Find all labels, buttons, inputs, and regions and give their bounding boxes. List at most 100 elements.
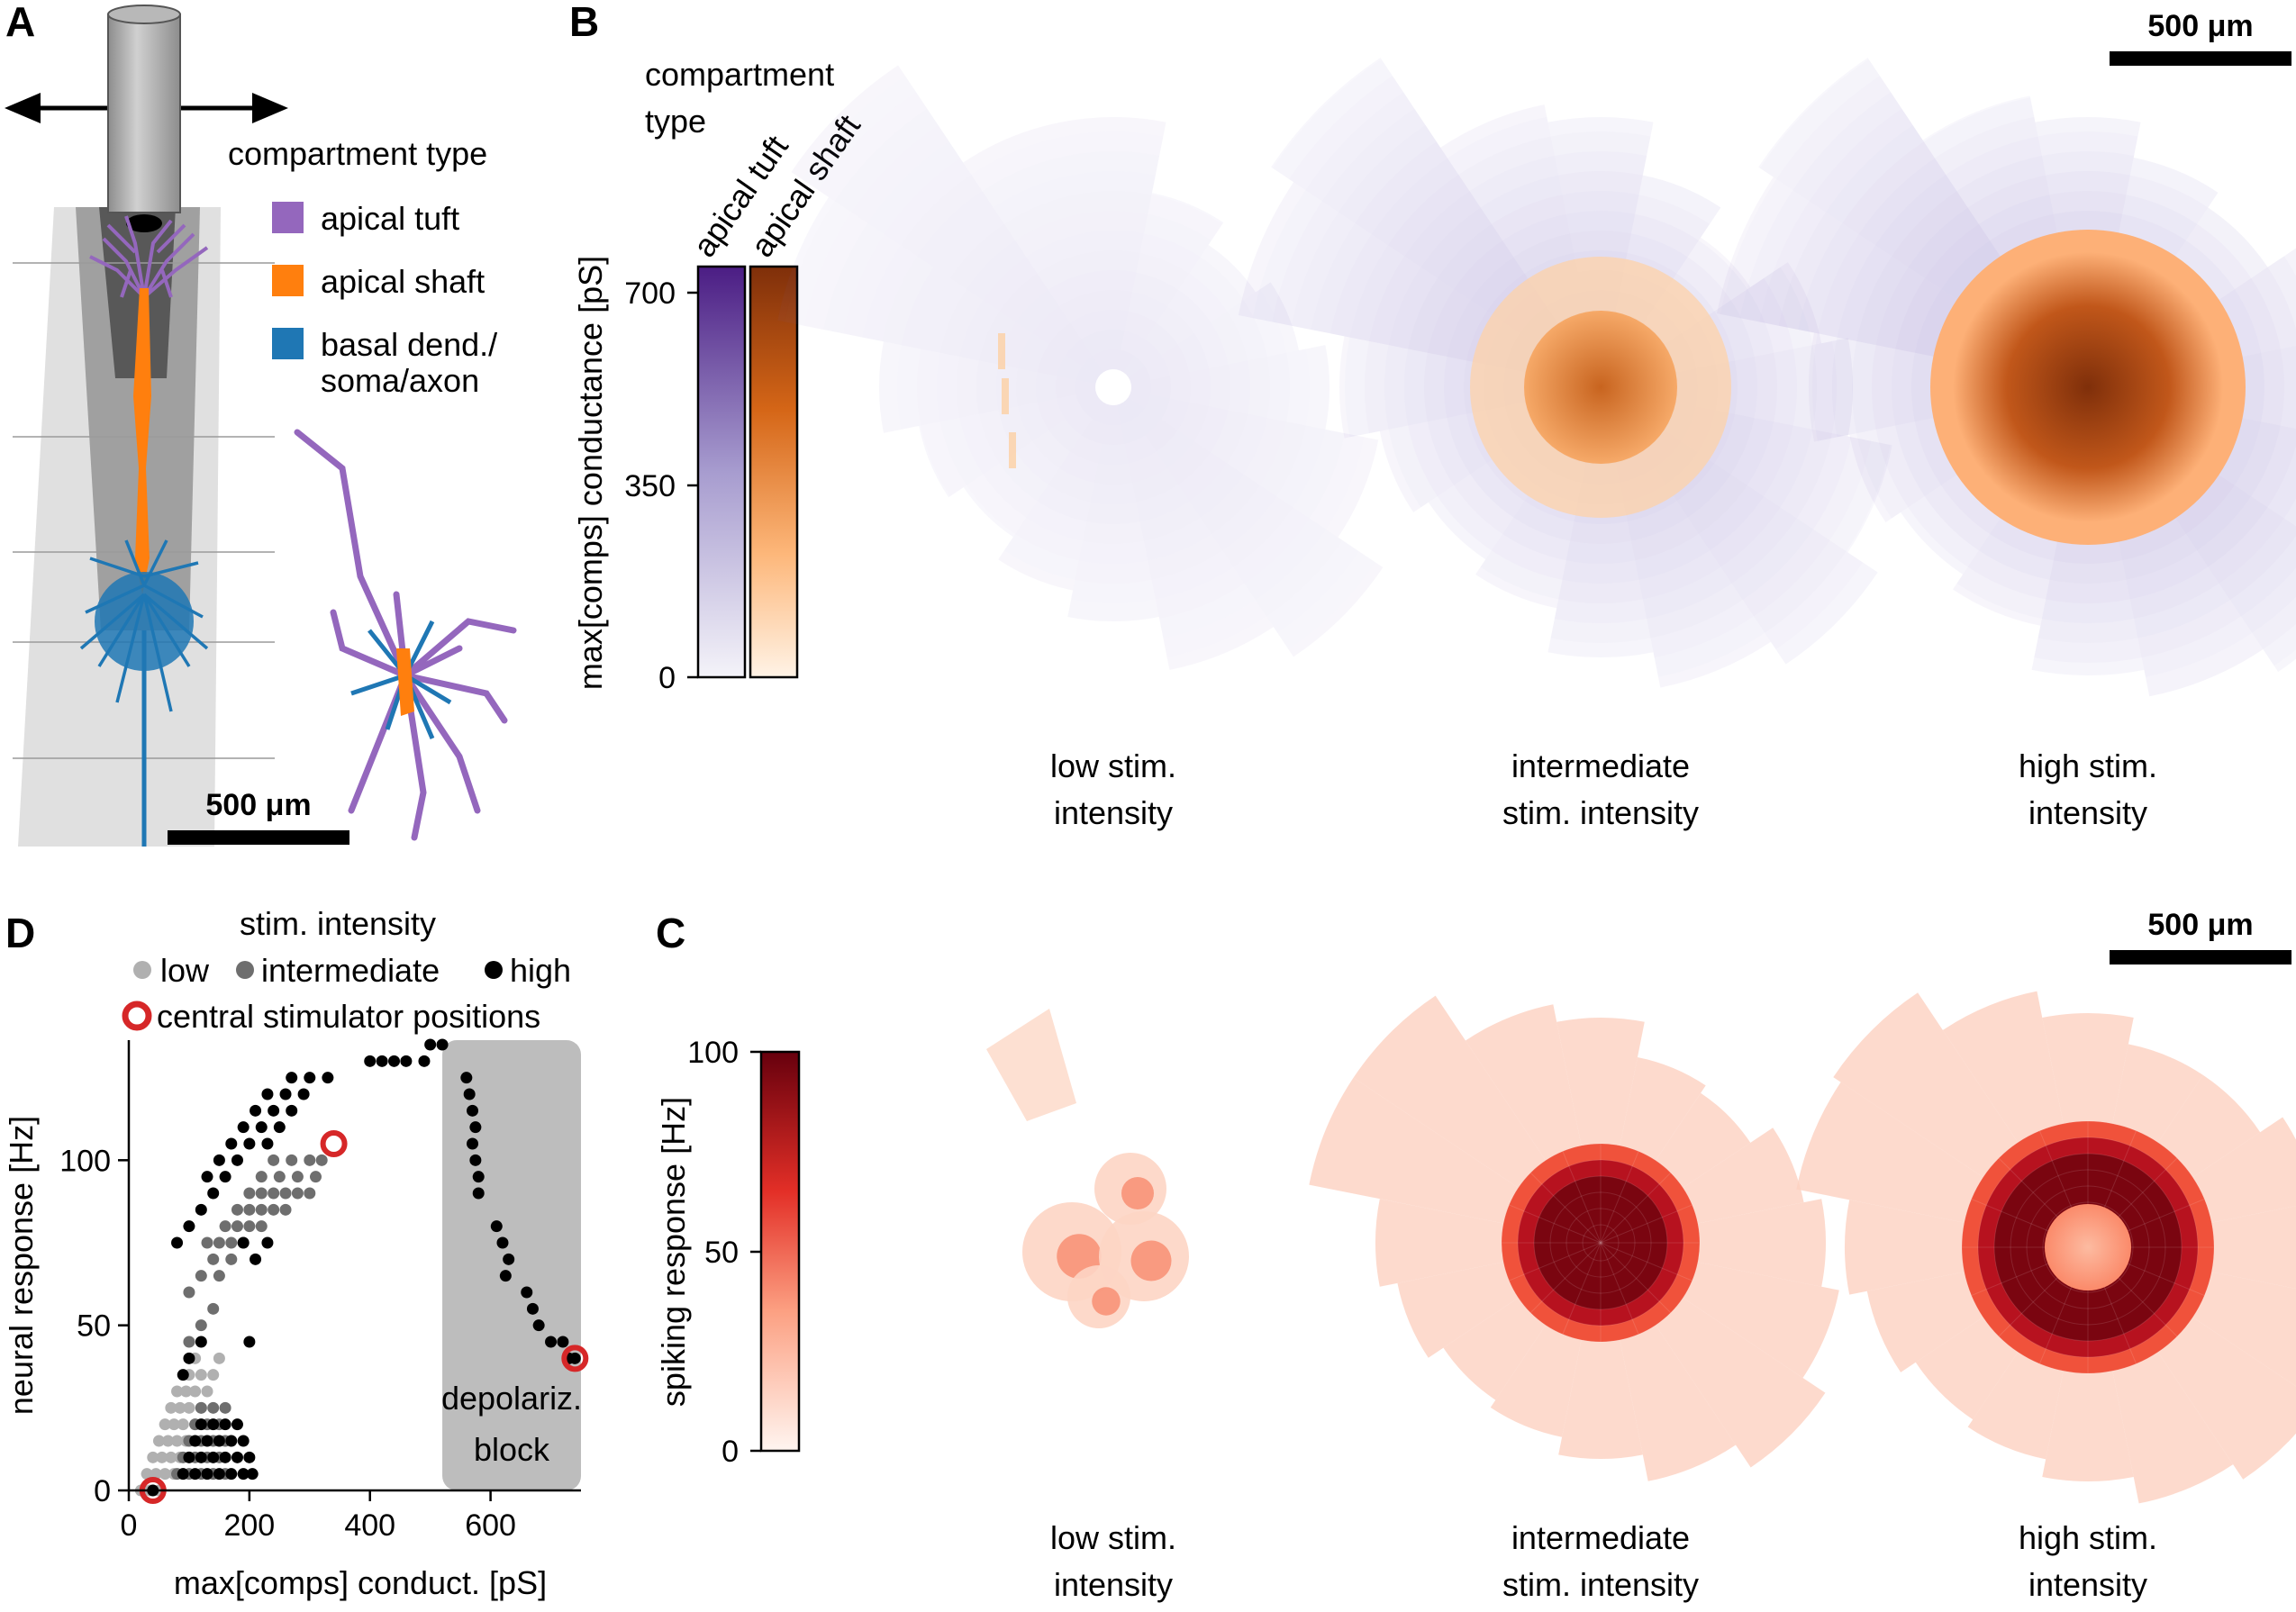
d-legend-dot-high	[485, 961, 503, 979]
legend-label-tuft: apical tuft	[321, 200, 459, 237]
x-tick-label: 200	[223, 1508, 275, 1543]
d-legend-high: high	[510, 952, 571, 989]
data-point-high	[273, 1121, 286, 1134]
data-point-intermediate	[231, 1220, 243, 1233]
colorbar-c-tick-0: 0	[721, 1435, 739, 1469]
data-point-high	[177, 1369, 189, 1381]
data-point-high	[189, 1435, 202, 1447]
data-point-high	[436, 1038, 449, 1051]
data-point-high	[213, 1154, 225, 1166]
data-point-intermediate	[195, 1319, 207, 1332]
colorbar-b-tick-350: 350	[624, 469, 676, 503]
legend-title: compartment type	[228, 135, 487, 172]
data-point-high	[237, 1435, 250, 1447]
caption-c-high-2: intensity	[2028, 1566, 2147, 1603]
data-point-high	[219, 1418, 231, 1431]
y-tick-label: 50	[77, 1309, 111, 1344]
d-legend-dot-low	[133, 961, 151, 979]
data-point-low	[162, 1435, 175, 1447]
y-tick-label: 100	[59, 1144, 111, 1178]
scalebar-c	[2110, 950, 2291, 964]
data-point-high	[376, 1055, 388, 1067]
d-legend-intermediate: intermediate	[261, 952, 440, 989]
data-point-high	[183, 1220, 195, 1233]
data-point-high	[195, 1203, 207, 1216]
data-point-intermediate	[225, 1253, 238, 1265]
data-point-intermediate	[309, 1171, 322, 1183]
x-tick-label: 600	[465, 1508, 516, 1543]
data-point-high	[250, 1104, 262, 1117]
data-point-high	[364, 1055, 377, 1067]
scalebar-b	[2110, 51, 2291, 66]
data-point-high	[460, 1072, 473, 1084]
data-point-intermediate	[213, 1270, 225, 1282]
data-point-high	[286, 1104, 298, 1117]
panel-letter-c: C	[656, 910, 685, 956]
data-point-low	[189, 1385, 202, 1398]
caption-b-intermediate-1: intermediate	[1511, 747, 1690, 784]
data-point-high	[183, 1352, 195, 1364]
colorbar-tuft	[696, 265, 747, 679]
central-marker	[320, 1130, 348, 1157]
data-point-intermediate	[207, 1401, 220, 1414]
data-point-intermediate	[183, 1336, 195, 1348]
rose-map-c-low	[986, 1009, 1189, 1328]
data-point-high	[467, 1137, 479, 1150]
data-point-high	[545, 1336, 558, 1348]
caption-b-low-2: intensity	[1054, 794, 1173, 831]
colorbar-b-tick-700: 700	[624, 276, 676, 311]
data-point-low	[150, 1468, 162, 1481]
data-point-intermediate	[291, 1187, 304, 1200]
data-point-intermediate	[268, 1187, 280, 1200]
data-point-high	[243, 1137, 256, 1150]
data-point-high	[243, 1451, 256, 1463]
data-point-low	[152, 1435, 165, 1447]
data-point-low	[171, 1435, 184, 1447]
data-point-intermediate	[268, 1203, 280, 1216]
annotation-block: block	[474, 1431, 550, 1468]
data-point-high	[526, 1302, 539, 1315]
neuron-top-view	[294, 429, 517, 841]
data-point-high	[246, 1468, 259, 1481]
panel-a: A	[5, 0, 517, 847]
y-axis-label: neural response [Hz]	[3, 1116, 40, 1415]
data-point-high	[201, 1435, 213, 1447]
data-point-high	[207, 1187, 220, 1200]
data-point-low	[168, 1418, 180, 1431]
panel-d: D stim. intensity low intermediate high …	[3, 905, 589, 1601]
scalebar-b-label: 500 μm	[2147, 9, 2253, 43]
data-point-intermediate	[225, 1236, 238, 1249]
rose-map-c-high	[1796, 991, 2296, 1504]
data-point-low	[183, 1401, 195, 1414]
data-point-intermediate	[183, 1286, 195, 1299]
data-point-high	[297, 1088, 310, 1100]
data-point-high	[201, 1468, 213, 1481]
x-tick-label: 400	[344, 1508, 395, 1543]
legend-swatch-tuft	[272, 202, 304, 233]
data-point-high	[237, 1121, 250, 1134]
data-point-intermediate	[219, 1220, 231, 1233]
data-point-high	[279, 1088, 292, 1100]
data-point-intermediate	[243, 1220, 256, 1233]
data-point-high	[304, 1072, 316, 1084]
data-point-high	[490, 1220, 503, 1233]
data-point-high	[189, 1468, 202, 1481]
rose-map-b-intermediate	[1238, 58, 1892, 688]
data-point-intermediate	[231, 1203, 243, 1216]
data-point-high	[225, 1435, 238, 1447]
data-point-high	[261, 1088, 274, 1100]
d-legend-low: low	[160, 952, 210, 989]
axis-ticks: 0 200 400 600 0 50 100	[59, 1144, 516, 1543]
data-point-high	[195, 1418, 207, 1431]
panel-c: C 0 50 100 spiking response [Hz] 500 μm …	[655, 908, 2296, 1603]
data-point-high	[177, 1468, 189, 1481]
data-point-low	[159, 1468, 171, 1481]
data-point-low	[159, 1418, 171, 1431]
data-point-intermediate	[255, 1203, 268, 1216]
scalebar-a	[168, 830, 349, 845]
data-point-intermediate	[268, 1154, 280, 1166]
data-point-high	[472, 1187, 485, 1200]
scalebar-a-label: 500 μm	[205, 788, 311, 822]
data-point-high	[219, 1171, 231, 1183]
data-point-high	[231, 1451, 243, 1463]
